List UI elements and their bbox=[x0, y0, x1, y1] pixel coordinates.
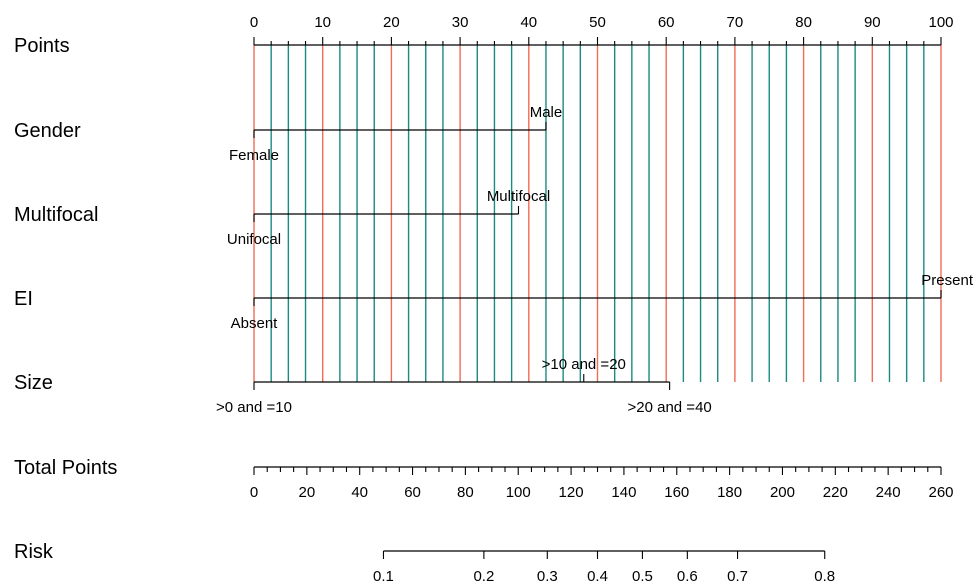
total-points-tick-label: 240 bbox=[876, 484, 901, 501]
risk-tick-label: 0.3 bbox=[537, 568, 558, 584]
risk-tick-label: 0.4 bbox=[587, 568, 608, 584]
ei-row-label: EI bbox=[14, 288, 33, 310]
gender-level-label: Female bbox=[229, 147, 279, 164]
total-points-tick-label: 20 bbox=[299, 484, 316, 501]
risk-tick-label: 0.2 bbox=[473, 568, 494, 584]
risk-tick-label: 0.5 bbox=[632, 568, 653, 584]
points-tick-label: 100 bbox=[928, 14, 953, 31]
points-tick-label: 0 bbox=[250, 14, 258, 31]
points-tick-label: 80 bbox=[795, 14, 812, 31]
points-tick-label: 40 bbox=[520, 14, 537, 31]
multifocal-level-label: Multifocal bbox=[487, 188, 550, 205]
size-level-label: >0 and =10 bbox=[216, 399, 292, 416]
total-points-tick-label: 40 bbox=[351, 484, 368, 501]
nomogram-axes bbox=[253, 37, 942, 559]
total-points-tick-label: 120 bbox=[559, 484, 584, 501]
total-points-tick-label: 260 bbox=[928, 484, 953, 501]
gender-level-label: Male bbox=[530, 104, 563, 121]
points-row-label: Points bbox=[14, 35, 70, 57]
total-points-tick-label: 140 bbox=[611, 484, 636, 501]
gender-row-label: Gender bbox=[14, 120, 81, 142]
points-tick-label: 10 bbox=[314, 14, 331, 31]
risk-tick-label: 0.6 bbox=[677, 568, 698, 584]
size-row-label: Size bbox=[14, 372, 53, 394]
ei-level-label: Absent bbox=[231, 315, 279, 332]
multifocal-row-label: Multifocal bbox=[14, 204, 98, 226]
total-points-row-label: Total Points bbox=[14, 457, 117, 479]
total-points-tick-label: 180 bbox=[717, 484, 742, 501]
nomogram-labels: Points 0 10 20 30 40 50 60 70 80 90 100 Gender Female… bbox=[14, 14, 974, 584]
size-level-label: >10 and =20 bbox=[542, 356, 626, 373]
risk-tick-label: 0.1 bbox=[373, 568, 394, 584]
multifocal-level-label: Unifocal bbox=[227, 231, 281, 248]
ei-level-label: Present bbox=[921, 272, 974, 289]
total-points-tick-label: 60 bbox=[404, 484, 421, 501]
points-tick-label: 90 bbox=[864, 14, 881, 31]
total-points-tick-label: 100 bbox=[506, 484, 531, 501]
total-points-tick-label: 160 bbox=[664, 484, 689, 501]
total-points-tick-label: 220 bbox=[823, 484, 848, 501]
points-tick-label: 60 bbox=[658, 14, 675, 31]
points-tick-label: 30 bbox=[452, 14, 469, 31]
points-tick-label: 70 bbox=[727, 14, 744, 31]
total-points-tick-label: 0 bbox=[250, 484, 258, 501]
risk-tick-label: 0.8 bbox=[814, 568, 835, 584]
risk-row-label: Risk bbox=[14, 541, 54, 563]
size-level-label: >20 and =40 bbox=[628, 399, 712, 416]
points-tick-label: 20 bbox=[383, 14, 400, 31]
points-tick-label: 50 bbox=[589, 14, 606, 31]
total-points-tick-label: 80 bbox=[457, 484, 474, 501]
risk-tick-label: 0.7 bbox=[727, 568, 748, 584]
total-points-tick-label: 200 bbox=[770, 484, 795, 501]
